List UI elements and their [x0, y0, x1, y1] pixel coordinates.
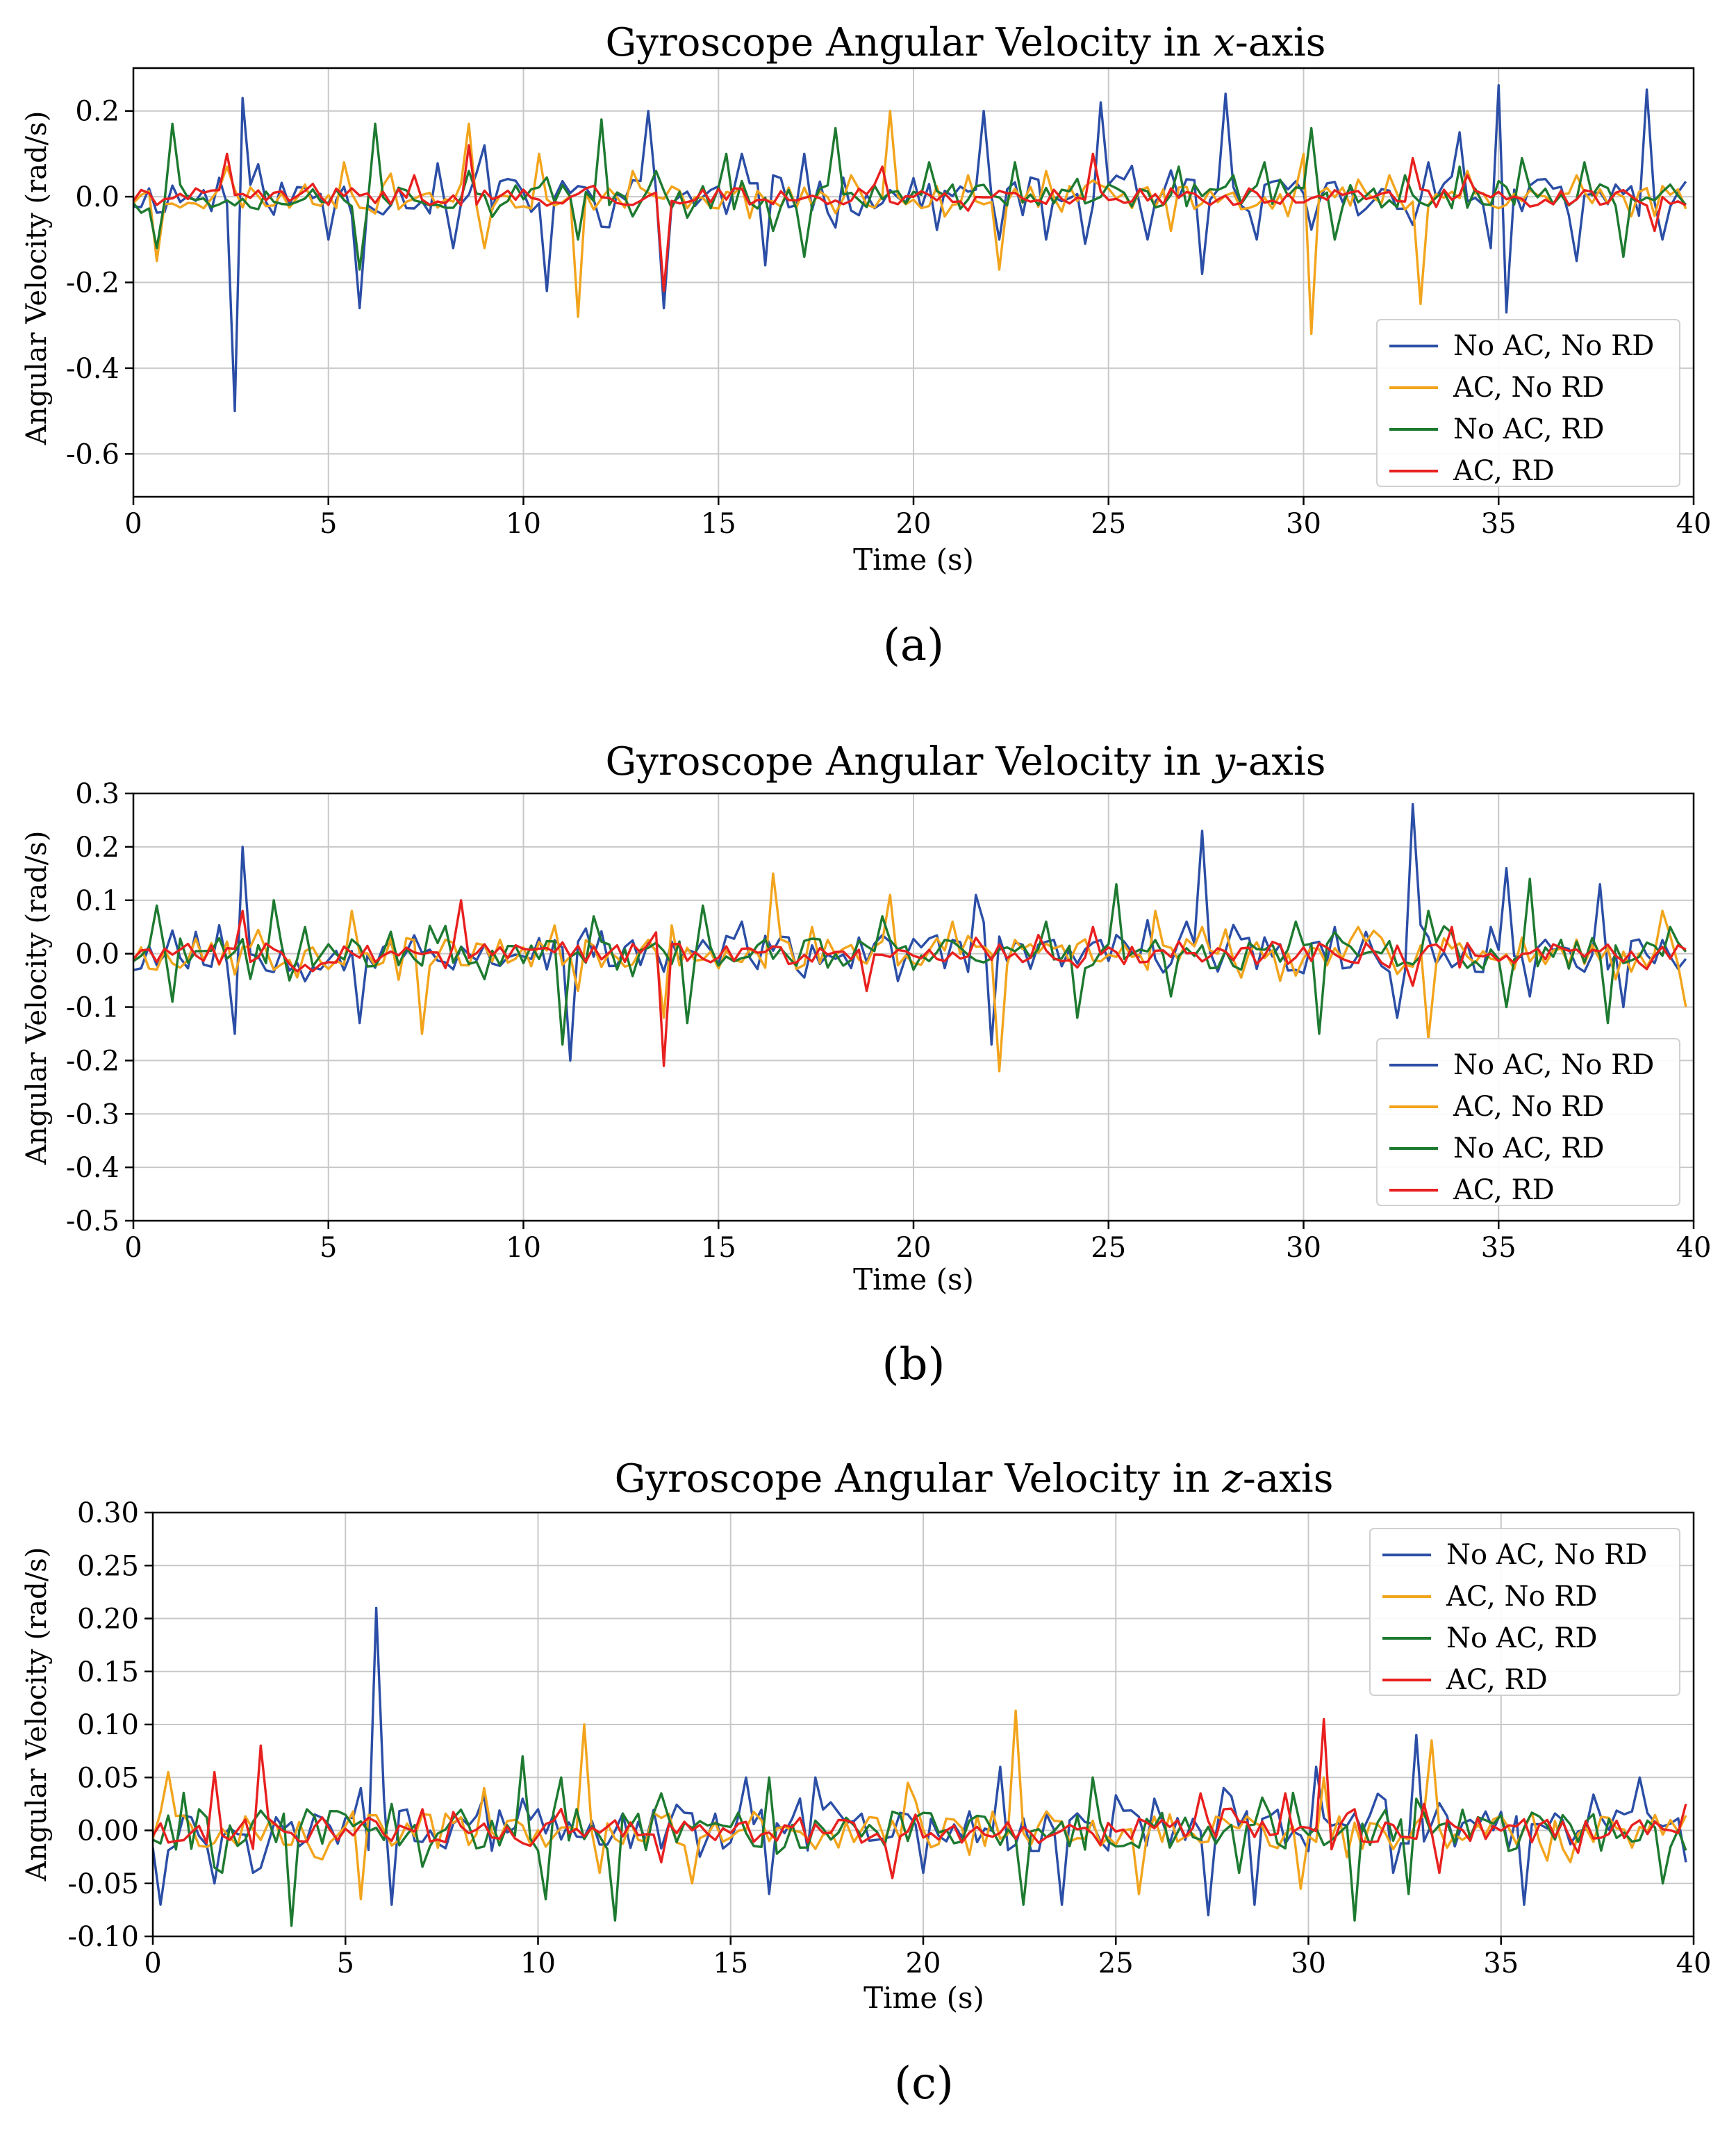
y-tick-label: 0.0: [75, 181, 119, 213]
y-tick-label: 0.1: [75, 885, 119, 917]
legend-entry: No AC, RD: [1453, 413, 1604, 445]
y-tick-label: 0.00: [77, 1815, 139, 1847]
legend: No AC, No RD AC, No RD No AC, RD AC, RD: [1376, 319, 1680, 487]
x-tick-label: 10: [506, 508, 541, 540]
x-tick-label: 30: [1291, 1947, 1326, 1979]
x-tick-label: 35: [1481, 1232, 1516, 1264]
x-tick-label: 35: [1481, 508, 1516, 540]
y-tick-label: -0.05: [67, 1868, 139, 1900]
series-line-ac_rd: [133, 144, 1687, 293]
x-tick-label: 10: [520, 1947, 556, 1979]
series-line-ac_no_rd: [133, 110, 1687, 336]
x-tick-label: 0: [144, 1947, 161, 1979]
legend-entry: No AC, RD: [1453, 1133, 1604, 1164]
legend-entry: AC, RD: [1453, 455, 1555, 487]
y-tick-label: -0.5: [66, 1205, 119, 1237]
x-tick-label: 20: [906, 1947, 941, 1979]
chart-title: Gyroscope Angular Velocity in z-axis: [615, 1456, 1334, 1501]
x-tick-label: 0: [124, 508, 142, 540]
chart-panel-c: Gyroscope Angular Velocity in z-axis Tim…: [21, 1456, 1711, 2109]
y-tick-label: -0.2: [66, 1045, 119, 1077]
x-axis-label: Time (s): [853, 1262, 974, 1296]
x-axis-label: Time (s): [863, 1981, 984, 2015]
legend-box: [1376, 319, 1680, 487]
x-tick-label: 40: [1676, 1947, 1712, 1979]
x-tick-label: 25: [1098, 1947, 1134, 1979]
y-tick-label: -0.3: [66, 1098, 119, 1130]
chart-title: Gyroscope Angular Velocity in x-axis: [606, 20, 1326, 65]
x-tick-label: 30: [1286, 508, 1321, 540]
x-tick-label: 25: [1091, 508, 1126, 540]
x-tick-label: 5: [320, 508, 337, 540]
y-tick-label: -0.6: [66, 438, 119, 470]
y-tick-label: 0.30: [77, 1497, 139, 1529]
series-line-no_ac_rd: [133, 878, 1687, 1046]
y-tick-label: 0.15: [77, 1656, 139, 1688]
legend: No AC, No RD AC, No RD No AC, RD AC, RD: [1369, 1528, 1680, 1696]
x-tick-label: 5: [337, 1947, 354, 1979]
series-line-ac_no_rd: [153, 1709, 1687, 1901]
series-line-ac_rd: [133, 899, 1687, 1067]
legend-entry: No AC, No RD: [1453, 330, 1654, 362]
legend-entry: AC, No RD: [1446, 1581, 1597, 1613]
chart-title: Gyroscope Angular Velocity in y-axis: [606, 739, 1326, 784]
x-tick-label: 15: [701, 1232, 736, 1264]
x-axis-label: Time (s): [853, 543, 974, 577]
y-tick-label: -0.1: [66, 992, 119, 1024]
y-tick-label: 0.10: [77, 1709, 139, 1741]
chart-panel-a: Gyroscope Angular Velocity in x-axis Tim…: [21, 20, 1711, 671]
y-tick-label: 0.05: [77, 1762, 139, 1794]
y-tick-label: -0.4: [66, 353, 119, 385]
x-tick-label: 5: [320, 1232, 337, 1264]
y-tick-label: 0.2: [75, 832, 119, 864]
x-tick-label: 15: [713, 1947, 748, 1979]
legend-entry: No AC, RD: [1446, 1622, 1597, 1654]
y-axis-label: Angular Velocity (rad/s): [21, 111, 53, 446]
y-tick-label: 0.20: [77, 1604, 139, 1636]
x-tick-label: 25: [1091, 1232, 1126, 1264]
legend-box: [1369, 1528, 1680, 1696]
legend-entry: No AC, No RD: [1446, 1539, 1647, 1571]
x-tick-label: 30: [1286, 1232, 1321, 1264]
series-group: [133, 802, 1687, 1073]
legend-entry: AC, RD: [1446, 1664, 1548, 1696]
y-tick-label: -0.10: [67, 1921, 139, 1953]
x-tick-label: 35: [1483, 1947, 1519, 1979]
chart-panel-b: Gyroscope Angular Velocity in y-axis Tim…: [21, 739, 1711, 1390]
y-tick-label: 0.0: [75, 939, 119, 971]
x-tick-label: 40: [1676, 1232, 1712, 1264]
legend-entry: AC, RD: [1453, 1174, 1555, 1206]
y-tick-label: 0.3: [75, 778, 119, 810]
x-tick-label: 20: [896, 1232, 932, 1264]
x-tick-label: 10: [506, 1232, 541, 1264]
legend-entry: No AC, No RD: [1453, 1049, 1654, 1081]
y-axis-label: Angular Velocity (rad/s): [21, 1547, 53, 1882]
y-tick-label: -0.4: [66, 1152, 119, 1184]
panel-label: (a): [883, 620, 944, 671]
x-tick-label: 15: [701, 508, 736, 540]
x-tick-label: 40: [1676, 508, 1712, 540]
series-group: [133, 84, 1687, 413]
y-tick-label: -0.2: [66, 267, 119, 299]
legend-entry: AC, No RD: [1453, 372, 1604, 404]
y-tick-label: 0.2: [75, 96, 119, 128]
panel-label: (b): [882, 1339, 945, 1390]
series-line-ac_rd: [153, 1718, 1687, 1879]
y-tick-label: 0.25: [77, 1550, 139, 1582]
x-tick-label: 20: [896, 508, 932, 540]
legend-entry: AC, No RD: [1453, 1091, 1604, 1123]
legend: No AC, No RD AC, No RD No AC, RD AC, RD: [1376, 1038, 1680, 1206]
y-axis-label: Angular Velocity (rad/s): [21, 831, 53, 1166]
panel-label: (c): [894, 2058, 954, 2109]
x-tick-label: 0: [124, 1232, 142, 1264]
legend-box: [1376, 1038, 1680, 1206]
series-group: [153, 1606, 1687, 1927]
